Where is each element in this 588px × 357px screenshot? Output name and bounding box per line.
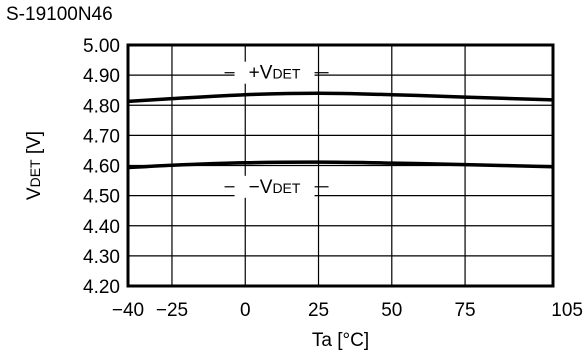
series-label-bg-0 [234,61,315,84]
y-axis-label-unit: [V] [24,131,45,160]
y-tick-label: 4.50 [83,187,120,208]
series-labels: +VDET−VDET [224,61,329,198]
x-tick-label: 50 [381,300,402,321]
y-axis-label-main: V [24,187,45,200]
series-label-1: −VDET [249,177,301,198]
y-tick-label: 4.80 [83,96,120,117]
y-tick-label: 4.30 [83,247,120,268]
series-label-sub: DET [272,180,300,196]
chart-title: S-19100N46 [6,4,113,25]
y-tick-labels: 4.20 4.30 4.40 4.50 4.60 4.70 4.80 4.90 5.00 [83,36,120,298]
y-tick-label: 4.20 [83,277,120,298]
y-axis-label: VDET [V] [24,131,45,200]
series-label-prefix: −V [249,177,273,198]
series-line-0 [127,91,554,104]
series-lines [127,91,554,170]
series-label-0: +VDET [249,63,301,84]
x-tick-label: 0 [240,300,251,321]
y-tick-label: 4.40 [83,217,120,238]
x-axis-label: Ta [°C] [312,330,369,351]
series-label-prefix: +V [249,63,273,84]
plot-frame [126,43,555,288]
x-tick-label: 25 [308,300,329,321]
x-tick-label: −40 [112,300,144,321]
series-label-bg-1 [234,175,315,198]
series-line-1 [127,160,554,170]
x-tick-labels: −40 −25 0 25 50 75 105 [112,300,583,321]
x-tick-label: 105 [551,300,583,321]
y-tick-label: 4.60 [83,157,120,178]
series-label-sub: DET [272,66,300,82]
y-tick-label: 4.70 [83,126,120,147]
y-axis-label-sub: DET [27,159,43,187]
y-tick-label: 4.90 [83,66,120,87]
x-tick-label: 75 [454,300,475,321]
y-tick-label: 5.00 [83,36,120,57]
x-tick-label: −25 [156,300,188,321]
